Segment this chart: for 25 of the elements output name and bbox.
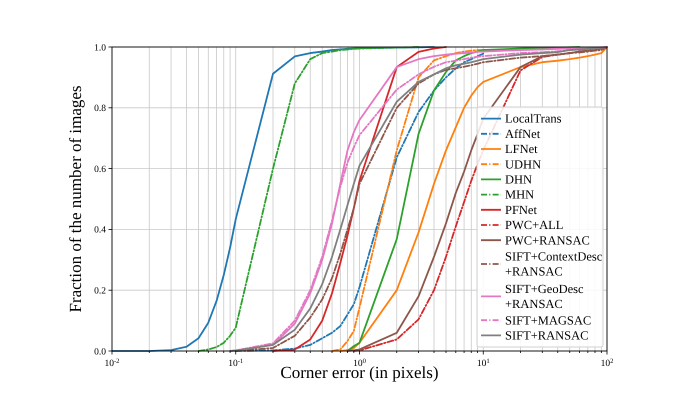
x-tick-label: 10$^{-2}$ (104, 358, 120, 369)
legend-label: PWC+RANSAC (505, 233, 590, 248)
legend-label: SIFT+MAGSAC (505, 313, 592, 328)
legend-label: MHN (505, 188, 534, 202)
y-tick-label: 0.6 (94, 164, 106, 175)
y-tick-label: 0.8 (94, 104, 106, 114)
legend-label: PWC+ALL (505, 218, 564, 232)
x-tick-label: 10$^{1}$ (476, 358, 490, 369)
y-tick-label: 0.2 (94, 286, 106, 296)
legend-label: SIFT+GeoDesc +RANSAC (505, 282, 584, 312)
y-tick-label: 1.0 (94, 43, 106, 54)
legend-label: AffNet (505, 126, 541, 141)
legend-label: SIFT+RANSAC (505, 328, 588, 342)
legend-label: DHN (505, 172, 532, 186)
y-axis-title: Fraction of the number of images (66, 85, 85, 313)
x-tick-label: 10$^{2}$ (600, 358, 614, 369)
legend-label: LFNet (505, 142, 538, 156)
x-tick-label: 10$^{0}$ (353, 358, 367, 369)
legend-label: PFNet (505, 202, 538, 217)
y-tick-label: 0.0 (94, 347, 106, 358)
legend-label: UDHN (505, 157, 542, 172)
legend-label: LocalTrans (505, 112, 562, 126)
x-tick-label: 10$^{-1}$ (228, 358, 244, 369)
y-tick-label: 0.4 (94, 226, 106, 236)
legend-label: SIFT+ContextDesc +RANSAC (505, 250, 603, 279)
